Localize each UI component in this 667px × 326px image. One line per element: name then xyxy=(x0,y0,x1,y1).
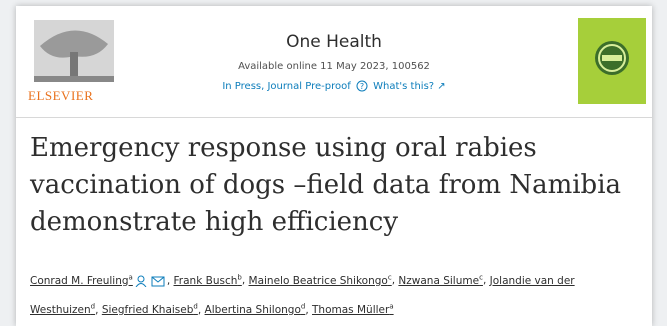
author-name[interactable]: Mainelo Beatrice Shikongoc xyxy=(249,275,392,287)
author-list: Conrad M. Freulinga, Frank Buschb, Maine… xyxy=(30,264,630,323)
author-name[interactable]: Thomas Müllera xyxy=(312,304,394,316)
article-title: Emergency response using oral rabies vac… xyxy=(30,130,640,241)
affiliation-mark: d xyxy=(193,303,197,311)
affiliation-mark: a xyxy=(129,273,133,281)
status: In Press, Journal Pre-proof xyxy=(222,81,350,92)
author-entry: Conrad M. Freulinga, xyxy=(30,275,174,287)
status-line: In Press, Journal Pre-proof ? What's thi… xyxy=(16,80,652,92)
author-name[interactable]: Frank Buschb xyxy=(174,275,242,287)
help-link[interactable]: What's this? xyxy=(373,81,434,92)
author-name[interactable]: Nzwana Silumec xyxy=(398,275,483,287)
author-entry: Mainelo Beatrice Shikongoc, xyxy=(249,275,399,287)
author-entry: Siegfried Khaisebd, xyxy=(102,304,205,316)
contact-icons[interactable] xyxy=(135,275,165,287)
help-icon: ? xyxy=(356,80,368,92)
author-entry: Nzwana Silumec, xyxy=(398,275,489,287)
author-entry: Albertina Shilongod, xyxy=(205,304,312,316)
journal-name[interactable]: One Health xyxy=(16,32,652,52)
author-name[interactable]: Siegfried Khaisebd xyxy=(102,304,198,316)
external-icon: ↗ xyxy=(437,81,445,92)
author-name[interactable]: Albertina Shilongod xyxy=(205,304,306,316)
affiliation-mark: b xyxy=(237,273,241,281)
affiliation-mark: c xyxy=(388,273,392,281)
availability: Available online 11 May 2023, 100562 xyxy=(16,61,652,72)
author-entry: Frank Buschb, xyxy=(174,275,249,287)
author-entry: Thomas Müllera xyxy=(312,304,394,316)
article-header: ELSEVIER One Health Available online 11 … xyxy=(16,6,652,326)
page: ELSEVIER One Health Available online 11 … xyxy=(0,0,667,316)
affiliation-mark: d xyxy=(91,303,95,311)
svg-text:?: ? xyxy=(360,82,364,91)
divider xyxy=(16,117,652,118)
journal-cover[interactable] xyxy=(578,18,646,104)
affiliation-mark: a xyxy=(389,303,393,311)
author-name[interactable]: Conrad M. Freulinga xyxy=(30,275,133,287)
affiliation-mark: d xyxy=(301,303,305,311)
affiliation-mark: c xyxy=(479,273,483,281)
